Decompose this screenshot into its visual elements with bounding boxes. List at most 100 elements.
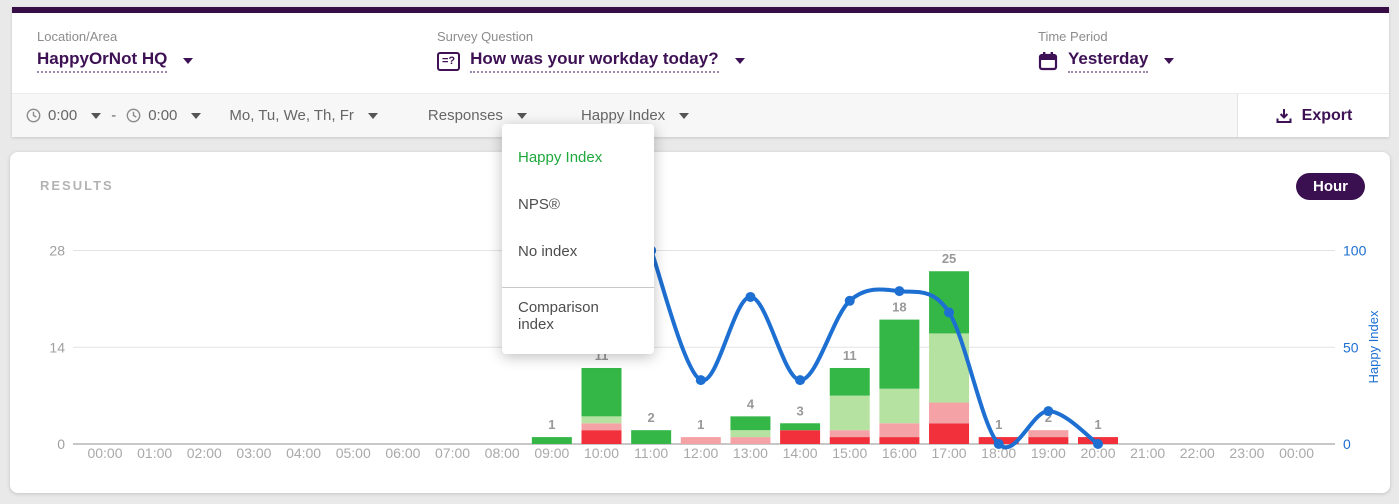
time-period-value[interactable]: Yesterday: [1068, 49, 1149, 73]
location-area-value[interactable]: HappyOrNot HQ: [37, 49, 168, 73]
survey-question-value[interactable]: How was your workday today?: [470, 49, 719, 73]
bar-segment-red[interactable]: [879, 437, 920, 444]
right-axis-tick: 100: [1343, 243, 1367, 259]
happy-index-point[interactable]: [1093, 439, 1103, 449]
menu-item-nps[interactable]: NPS®: [518, 196, 560, 213]
chevron-down-icon: [679, 112, 690, 119]
index-type-menu: Happy Index NPS® No index Comparison index: [502, 124, 654, 354]
bar-value-label: 2: [648, 410, 655, 425]
x-axis-tick: 13:00: [733, 445, 768, 461]
chevron-down-icon: [1164, 58, 1175, 64]
chevron-down-icon: [367, 112, 378, 119]
location-area-dropdown[interactable]: HappyOrNot HQ: [37, 49, 194, 73]
clock-icon: [126, 108, 141, 123]
bar-segment-green[interactable]: [730, 416, 771, 431]
right-axis-tick: 50: [1343, 339, 1359, 355]
left-axis-tick: 28: [49, 243, 65, 259]
happy-index-line: [649, 248, 1100, 450]
bar-segment-red[interactable]: [829, 437, 870, 444]
happy-index-point[interactable]: [844, 295, 855, 306]
results-title: RESULTS: [40, 178, 114, 193]
x-axis-tick: 02:00: [187, 445, 222, 461]
responses-dropdown[interactable]: Responses: [428, 107, 527, 124]
bar-segment-pink[interactable]: [1028, 430, 1069, 438]
x-axis-tick: 12:00: [683, 445, 718, 461]
bar-segment-red[interactable]: [1028, 437, 1069, 444]
left-axis-tick: 0: [57, 436, 65, 452]
happy-index-point[interactable]: [944, 307, 955, 318]
bar-segment-green[interactable]: [829, 367, 870, 396]
bar-value-label: 1: [548, 417, 555, 432]
time-period-dropdown[interactable]: Yesterday: [1038, 49, 1175, 73]
happy-index-point[interactable]: [993, 439, 1004, 449]
x-axis-tick: 09:00: [534, 445, 569, 461]
weekdays-dropdown[interactable]: Mo, Tu, We, Th, Fr: [229, 107, 378, 124]
x-axis-tick: 22:00: [1180, 445, 1215, 461]
x-axis-tick: 08:00: [485, 445, 520, 461]
filter-bar: 0:00 - 0:00 Mo, Tu, We, Th, Fr Responses…: [12, 93, 1389, 137]
x-axis-tick: 04:00: [286, 445, 321, 461]
location-area-field: Location/Area HappyOrNot HQ: [37, 29, 194, 73]
time-period-label: Time Period: [1038, 29, 1108, 44]
x-axis-tick: 21:00: [1130, 445, 1165, 461]
happy-index-point[interactable]: [795, 375, 806, 386]
happy-index-point[interactable]: [695, 375, 706, 386]
bar-segment-red[interactable]: [581, 430, 622, 444]
bar-segment-green[interactable]: [631, 430, 672, 444]
bar-segment-red[interactable]: [929, 423, 970, 444]
bar-segment-light_green[interactable]: [829, 395, 870, 431]
responses-value: Responses: [427, 107, 503, 124]
bar-segment-light_green[interactable]: [730, 430, 771, 438]
bar-value-label: 4: [747, 396, 755, 411]
bar-segment-light_green[interactable]: [879, 388, 920, 424]
bar-value-label: 1: [1094, 417, 1101, 432]
time-from-value: 0:00: [48, 107, 78, 124]
bar-value-label: 3: [796, 403, 803, 418]
x-axis-tick: 03:00: [236, 445, 271, 461]
happy-index-point[interactable]: [894, 286, 905, 297]
bar-value-label: 2: [1045, 410, 1052, 425]
menu-item-comparison-index[interactable]: Comparison index: [518, 299, 599, 333]
time-to-dropdown[interactable]: 0:00: [126, 107, 202, 124]
survey-question-dropdown[interactable]: =? How was your workday today?: [437, 49, 745, 73]
x-axis-tick: 16:00: [882, 445, 917, 461]
export-button[interactable]: Export: [1237, 94, 1389, 137]
bar-value-label: 25: [942, 251, 956, 266]
weekdays-value: Mo, Tu, We, Th, Fr: [229, 107, 354, 124]
menu-item-no-index[interactable]: No index: [518, 243, 578, 260]
x-axis-tick: 10:00: [584, 445, 619, 461]
happy-index-point[interactable]: [745, 291, 756, 302]
header-row: Location/Area HappyOrNot HQ Survey Quest…: [12, 13, 1389, 93]
export-label: Export: [1301, 106, 1353, 124]
bar-segment-pink[interactable]: [929, 402, 970, 424]
index-type-value: Happy Index: [580, 107, 666, 124]
time-range-separator: -: [111, 107, 117, 124]
x-axis-tick: 14:00: [783, 445, 818, 461]
bar-segment-pink[interactable]: [829, 430, 870, 438]
results-card: 0 14 28 0 50 100 Happy Index 00:00 01:00 02:00 03:…: [10, 152, 1390, 493]
index-type-dropdown[interactable]: Happy Index: [580, 107, 690, 124]
bar-value-label: 1: [697, 417, 704, 432]
bar-segment-red[interactable]: [780, 430, 821, 444]
x-axis-tick: 19:00: [1031, 445, 1066, 461]
bar-segment-green[interactable]: [879, 319, 920, 389]
bar-segment-green[interactable]: [581, 367, 622, 417]
menu-item-happy-index[interactable]: Happy Index: [518, 149, 603, 166]
bar-segment-light_green[interactable]: [581, 416, 622, 424]
bar-segment-green[interactable]: [929, 271, 970, 334]
bar-segment-green[interactable]: [780, 423, 821, 431]
time-to-value: 0:00: [148, 107, 178, 124]
download-icon: [1276, 108, 1292, 123]
bar-segment-pink[interactable]: [879, 423, 920, 438]
chevron-down-icon: [91, 112, 102, 119]
hour-toggle-badge[interactable]: Hour: [1296, 173, 1365, 200]
time-from-dropdown[interactable]: 0:00: [26, 107, 102, 124]
bar-segment-pink[interactable]: [730, 437, 771, 444]
survey-question-icon: =?: [437, 51, 461, 71]
bar-segment-pink[interactable]: [680, 437, 721, 444]
bar-segment-pink[interactable]: [581, 423, 622, 431]
bar-segment-green[interactable]: [531, 437, 572, 444]
bar-value-label: 11: [843, 348, 857, 363]
happy-index-point[interactable]: [1043, 406, 1054, 417]
